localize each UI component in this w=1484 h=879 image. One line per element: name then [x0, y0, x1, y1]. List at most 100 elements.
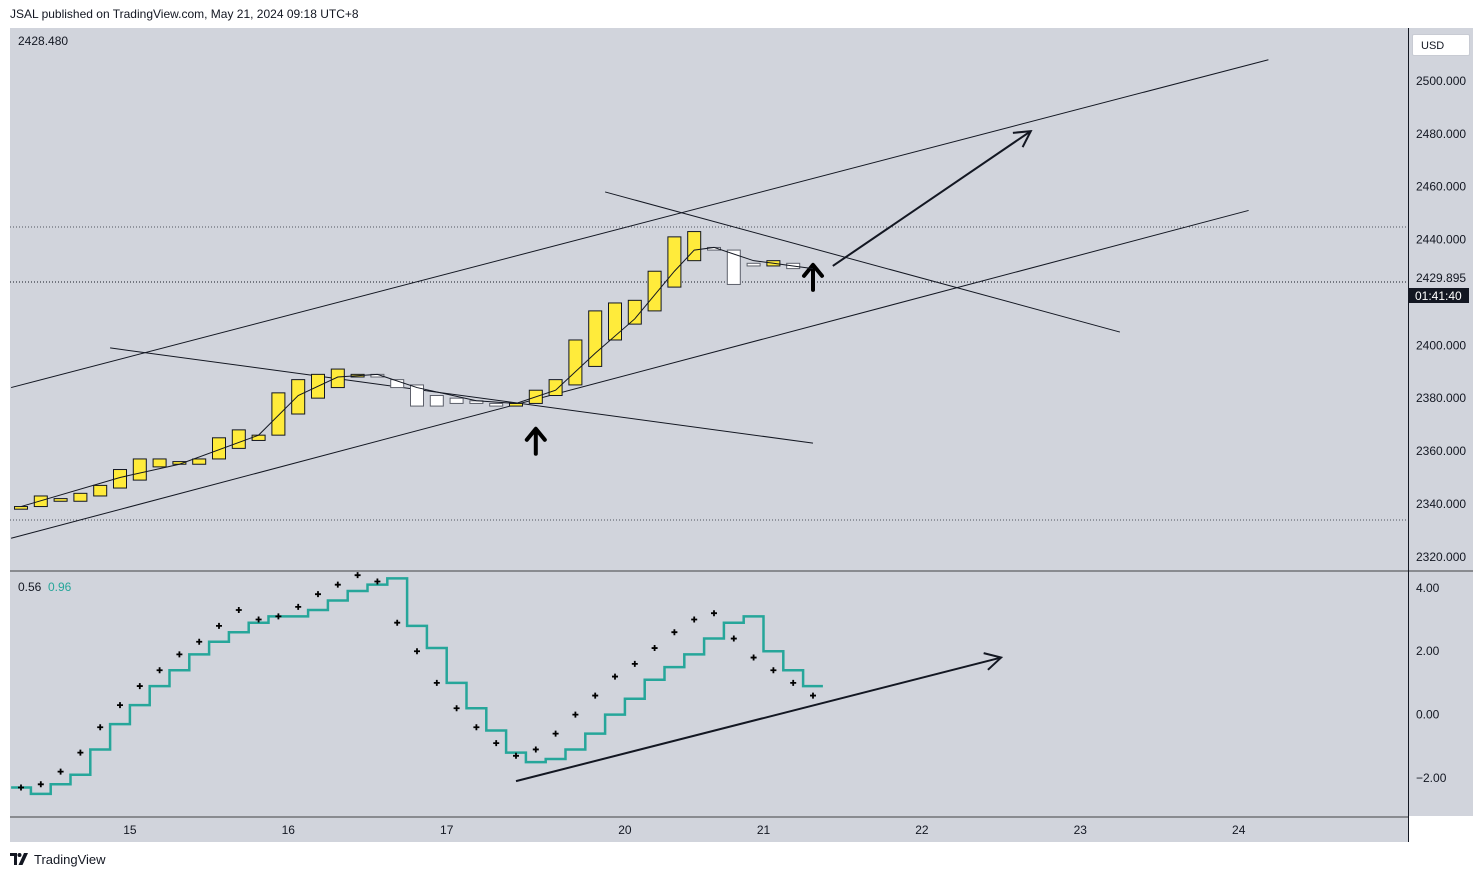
candle-20	[410, 384, 424, 407]
indicator-dot-15	[315, 591, 321, 598]
indicator-dot-30	[612, 673, 618, 680]
tradingview-logo-icon	[10, 853, 28, 865]
indicator-dot-10	[216, 622, 222, 629]
price-tick-label: 2440.000	[1416, 233, 1466, 247]
time-tick-label: 17	[440, 823, 454, 837]
indicator-dot-23	[473, 724, 480, 731]
price-tick-label: 2480.000	[1416, 127, 1466, 141]
trendline-drawings[interactable]	[10, 59, 1269, 539]
indicator-dot-9	[196, 638, 203, 645]
candle-1	[33, 495, 48, 508]
candle-4	[93, 484, 108, 497]
indicator-tick-label: 4.00	[1416, 581, 1440, 595]
indicator-step-line	[11, 577, 823, 796]
price-tick-label: 2360.000	[1416, 444, 1466, 458]
candle-28	[568, 339, 583, 386]
candle-5	[113, 469, 127, 489]
divergence-arrow-head	[983, 652, 1004, 671]
indicator-dot-40	[810, 692, 816, 699]
moving-average-line	[20, 246, 814, 508]
candle-30	[608, 302, 622, 341]
candle-33	[667, 236, 682, 288]
indicator-dot-18	[374, 578, 381, 585]
indicator-value-2: 0.96	[48, 580, 72, 594]
indicator-dot-12	[255, 616, 262, 623]
indicator-axis: 4.00 2.00 0.00 −2.00	[1416, 581, 1447, 785]
indicator-dot-28	[572, 711, 579, 718]
candle-16	[330, 368, 345, 389]
candle-7	[152, 458, 167, 468]
indicator-dot-14	[295, 603, 302, 610]
indicator-drawings[interactable]	[515, 652, 1004, 783]
indicator-dot-35	[711, 610, 717, 617]
ohlc-readout: 2428.480	[18, 34, 68, 48]
indicator-dot-21	[433, 679, 440, 686]
indicator-dot-39	[790, 679, 797, 686]
candle-32	[647, 270, 662, 312]
price-tick-label: 2460.000	[1416, 180, 1466, 194]
upper-channel-line	[10, 59, 1269, 389]
candle-27	[548, 379, 563, 397]
lower-channel-line	[10, 209, 1249, 539]
indicator-dot-26	[532, 746, 539, 753]
candle-24	[489, 402, 504, 407]
indicator-series	[11, 572, 823, 796]
candle-0	[14, 506, 28, 510]
indicator-dot-11	[235, 607, 242, 614]
indicator-value-1: 0.56	[18, 580, 42, 594]
candle-2	[53, 498, 68, 502]
indicator-tick-label: 2.00	[1416, 644, 1440, 658]
price-tick-label: 2320.000	[1416, 550, 1466, 564]
indicator-dot-24	[493, 740, 500, 747]
projection-arrow-line	[832, 130, 1032, 267]
currency-selector[interactable]: USD	[1412, 34, 1470, 56]
time-tick-label: 24	[1232, 823, 1246, 837]
candle-36	[726, 249, 741, 285]
candle-12	[251, 434, 266, 441]
candle-9	[192, 458, 207, 465]
indicator-dot-5	[117, 702, 123, 709]
price-tick-label: 2500.000	[1416, 74, 1466, 88]
time-tick-label: 23	[1074, 823, 1088, 837]
time-tick-label: 22	[915, 823, 929, 837]
indicator-dot-13	[275, 613, 282, 620]
candle-11	[231, 429, 246, 449]
indicator-dot-20	[414, 648, 420, 655]
indicator-axis-background	[1409, 572, 1473, 816]
candle-21	[429, 395, 444, 407]
time-tick-label: 15	[123, 823, 137, 837]
indicator-dot-0	[18, 784, 24, 791]
time-tick-label: 16	[282, 823, 296, 837]
time-tick-label: 20	[618, 823, 632, 837]
candle-14	[291, 379, 306, 415]
candle-3	[73, 492, 88, 502]
price-axis: 2500.000 2480.000 2460.000 2440.000 2400.000…	[1416, 74, 1466, 564]
indicator-dot-6	[136, 683, 143, 690]
indicator-dot-29	[592, 692, 599, 699]
indicator-dot-2	[57, 768, 64, 775]
indicator-dot-37	[750, 654, 757, 661]
candle-34	[687, 231, 702, 262]
indicator-dot-34	[691, 616, 698, 623]
main-pane-background	[10, 28, 1408, 570]
divergence-arrow-line	[515, 656, 1002, 783]
candle-6	[132, 458, 147, 481]
current-price-label: 2429.895	[1416, 271, 1466, 285]
price-tick-label: 2380.000	[1416, 391, 1466, 405]
indicator-dot-27	[552, 730, 559, 737]
indicator-dot-3	[77, 749, 84, 756]
indicator-dot-16	[334, 581, 341, 588]
indicator-tick-label: −2.00	[1416, 771, 1447, 785]
time-tick-label: 21	[757, 823, 771, 837]
indicator-dot-33	[671, 629, 678, 636]
projection-arrow-head	[1012, 129, 1033, 148]
indicator-tick-label: 0.00	[1416, 708, 1440, 722]
candle-29	[588, 310, 603, 367]
indicator-dot-19	[394, 619, 401, 626]
indicator-dot-38	[770, 667, 777, 674]
descending-trendline-1	[110, 347, 814, 444]
countdown-badge	[1409, 288, 1469, 303]
indicator-pane-background	[10, 572, 1408, 816]
descending-trendline-2	[604, 191, 1121, 333]
